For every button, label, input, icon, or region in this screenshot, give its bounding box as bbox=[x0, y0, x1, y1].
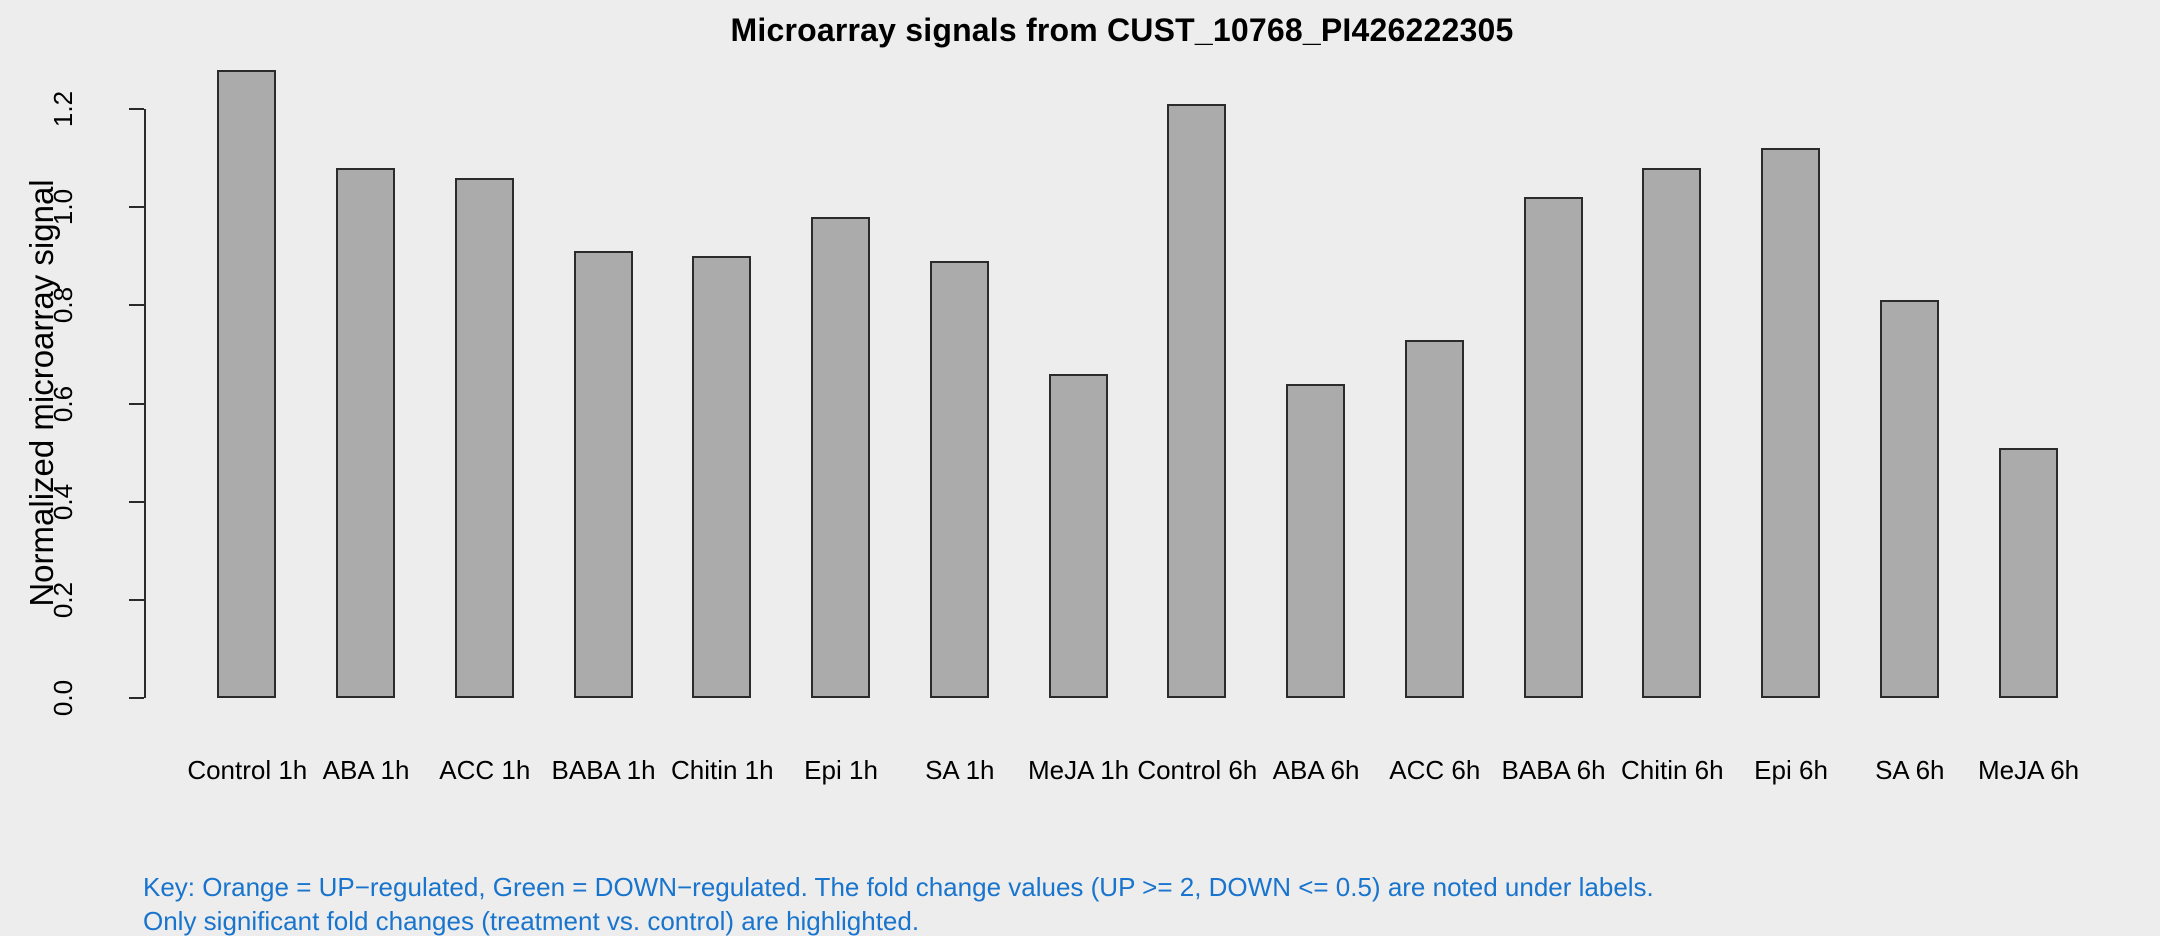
y-tick-label: 1.2 bbox=[48, 90, 78, 128]
x-tick-label-sa-1h: SA 1h bbox=[925, 755, 995, 785]
plot-area: 0.0 0.2 0.4 0.6 0.8 1.0 1.2 bbox=[48, 69, 2102, 716]
x-tick-label-sa-6h: SA 6h bbox=[1875, 755, 1945, 785]
x-tick-label-control-1h: Control 1h bbox=[187, 755, 308, 785]
x-tick-label-acc-1h: ACC 1h bbox=[439, 755, 531, 785]
key-note-line1: Key: Orange = UP−regulated, Green = DOWN… bbox=[143, 872, 1654, 902]
bar-acc-6h bbox=[1404, 339, 1464, 698]
bar-sa-1h bbox=[929, 261, 989, 698]
bar-control-1h bbox=[217, 69, 277, 698]
bar-meja-6h bbox=[1998, 447, 2058, 698]
y-tick-label: 0.8 bbox=[48, 287, 78, 324]
x-tick-label-meja-6h: MeJA 6h bbox=[1977, 755, 2080, 785]
x-tick-label-meja-1h: MeJA 1h bbox=[1027, 755, 1130, 785]
y-tick-label: 0.0 bbox=[48, 679, 78, 717]
chart-title: Microarray signals from CUST_10768_PI426… bbox=[730, 12, 1514, 48]
y-axis-tick bbox=[129, 500, 144, 503]
x-tick-label-acc-6h: ACC 6h bbox=[1389, 755, 1481, 785]
y-tick-label: 0.2 bbox=[48, 581, 78, 618]
y-axis-tick bbox=[129, 402, 144, 405]
y-axis-tick bbox=[129, 108, 144, 110]
y-axis-tick bbox=[129, 598, 144, 601]
x-tick-label-epi-6h: Epi 6h bbox=[1754, 755, 1828, 785]
bar-chitin-6h bbox=[1642, 167, 1702, 698]
bar-acc-1h bbox=[454, 177, 514, 698]
y-tick-label: 1.0 bbox=[48, 189, 78, 226]
bar-aba-1h bbox=[336, 167, 396, 698]
bar-control-6h bbox=[1167, 104, 1227, 698]
x-axis-labels: Control 1h ABA 1h ACC 1h BABA 1h Chitin 1h Ep… bbox=[144, 752, 2100, 788]
bar-epi-6h bbox=[1761, 148, 1821, 698]
y-tick-label: 0.4 bbox=[48, 483, 78, 520]
bar-sa-6h bbox=[1879, 300, 1939, 698]
y-axis-tick bbox=[129, 697, 144, 699]
bar-meja-1h bbox=[1048, 374, 1108, 698]
bar-epi-1h bbox=[811, 216, 871, 698]
y-axis-tick bbox=[129, 304, 144, 307]
bar-baba-6h bbox=[1523, 197, 1583, 698]
x-tick-label-chitin-1h: Chitin 1h bbox=[670, 755, 774, 785]
bar-chitin-1h bbox=[692, 256, 752, 698]
y-tick-label: 0.6 bbox=[48, 385, 78, 422]
x-tick-label-control-6h: Control 6h bbox=[1137, 755, 1258, 785]
x-tick-label-aba-1h: ABA 1h bbox=[322, 755, 410, 785]
key-note-line2: Only significant fold changes (treatment… bbox=[143, 906, 920, 936]
x-tick-label-baba-1h: BABA 1h bbox=[551, 755, 656, 785]
bar-baba-1h bbox=[573, 251, 633, 698]
x-tick-label-chitin-6h: Chitin 6h bbox=[1620, 755, 1724, 785]
x-tick-label-epi-1h: Epi 1h bbox=[804, 755, 878, 785]
y-axis-tick bbox=[129, 206, 144, 209]
bar-aba-6h bbox=[1286, 383, 1346, 698]
x-tick-label-aba-6h: ABA 6h bbox=[1272, 755, 1360, 785]
x-tick-label-baba-6h: BABA 6h bbox=[1501, 755, 1606, 785]
